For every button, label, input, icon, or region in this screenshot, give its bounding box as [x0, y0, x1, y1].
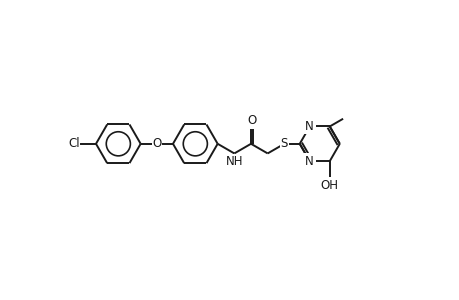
Text: O: O	[247, 114, 256, 127]
Text: Cl: Cl	[68, 137, 80, 150]
Text: S: S	[280, 137, 287, 150]
Text: OH: OH	[320, 179, 338, 192]
Text: O: O	[152, 137, 161, 150]
Text: N: N	[305, 154, 313, 168]
Text: N: N	[305, 120, 313, 133]
Text: NH: NH	[226, 154, 243, 168]
